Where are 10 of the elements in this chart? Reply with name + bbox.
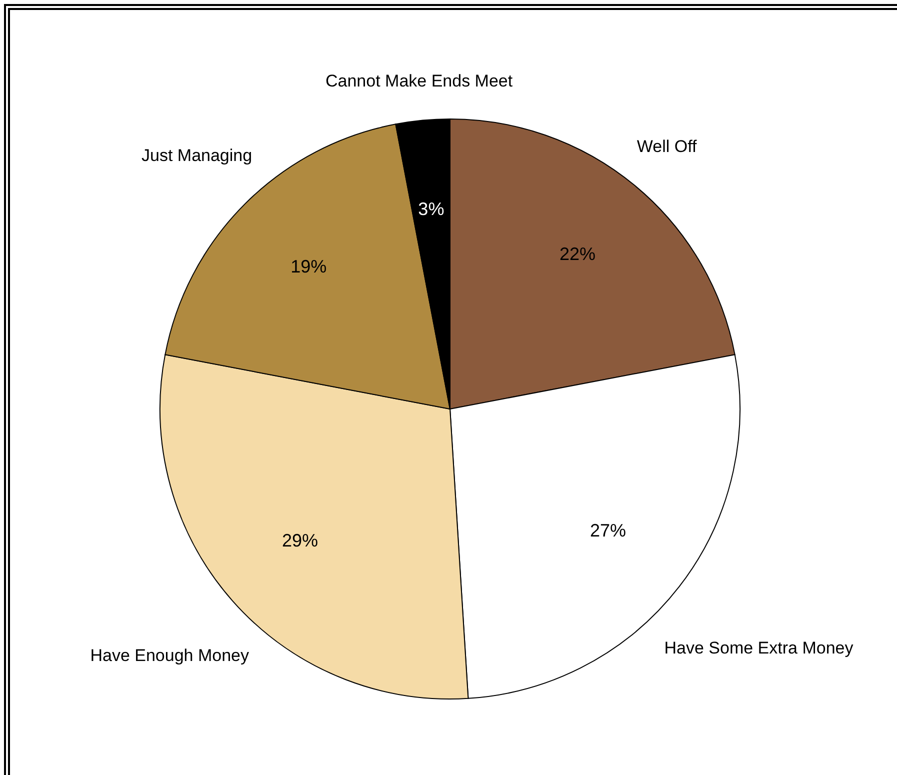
data-label: 27% xyxy=(590,520,626,541)
data-label: 3% xyxy=(418,198,444,219)
slice-label: Have Some Extra Money xyxy=(664,638,854,658)
data-label: 22% xyxy=(559,244,596,264)
data-label: 29% xyxy=(282,530,318,550)
slice-label: Just Managing xyxy=(142,146,252,165)
slice-label: Have Enough Money xyxy=(90,646,250,666)
slice-label: Cannot Make Ends Meet xyxy=(325,71,513,90)
data-label: 19% xyxy=(290,256,327,277)
slice-label: Well Off xyxy=(636,136,698,156)
